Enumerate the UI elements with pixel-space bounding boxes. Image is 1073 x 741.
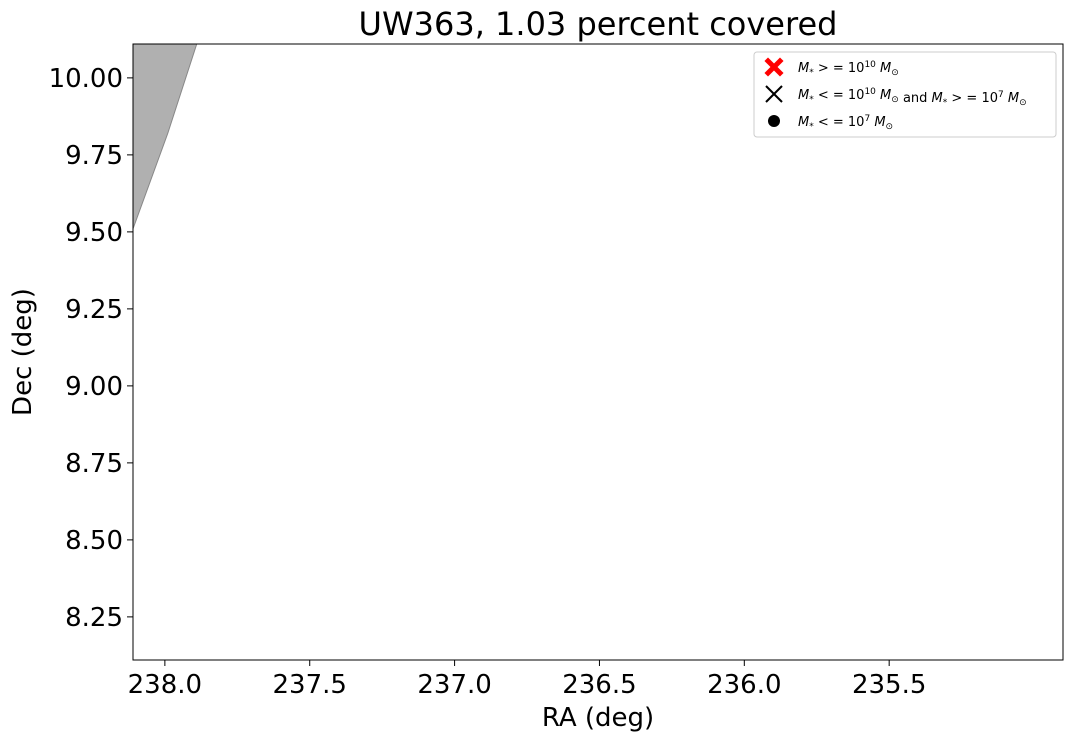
y-axis: 8.25 8.50 8.75 9.00 9.25 9.50 9.75 10.00 [49,64,133,633]
plot-area [132,43,1064,661]
y-tick-label: 9.75 [65,141,123,171]
legend-label: M* < = 107 M⊙ [798,114,893,132]
y-tick-label: 8.50 [65,526,123,556]
legend-label: M* < = 1010 M⊙ and M* > = 107 M⊙ [798,87,1027,108]
x-tick-label: 236.0 [707,670,781,700]
plot-frame [132,43,1064,661]
x-tick-label: 237.5 [273,670,347,700]
y-tick-label: 8.25 [65,603,123,633]
x-tick-label: 237.0 [417,670,491,700]
legend-marker-dot [768,115,780,127]
legend-box [753,51,1057,138]
x-tick-label: 236.5 [562,670,636,700]
y-tick-label: 9.00 [65,372,123,402]
chart-title: UW363, 1.03 percent covered [359,5,838,43]
x-axis-label: RA (deg) [542,703,654,733]
legend-marker-filled-x [764,57,784,77]
legend-label: M* > = 1010 M⊙ [798,60,899,78]
y-axis-label: Dec (deg) [8,288,38,416]
legend-marker-x [765,85,783,103]
y-tick-label: 9.50 [65,218,123,248]
y-tick-label: 10.00 [49,64,123,94]
x-axis: 238.0 237.5 237.0 236.5 236.0 235.5 [128,660,926,700]
y-tick-label: 8.75 [65,449,123,479]
x-tick-label: 235.5 [852,670,926,700]
legend: M* > = 1010 M⊙ M* < = 1010 M⊙ and M* > = … [753,51,1057,138]
y-tick-label: 9.25 [65,295,123,325]
coverage-region [133,44,198,229]
x-tick-label: 238.0 [128,670,202,700]
